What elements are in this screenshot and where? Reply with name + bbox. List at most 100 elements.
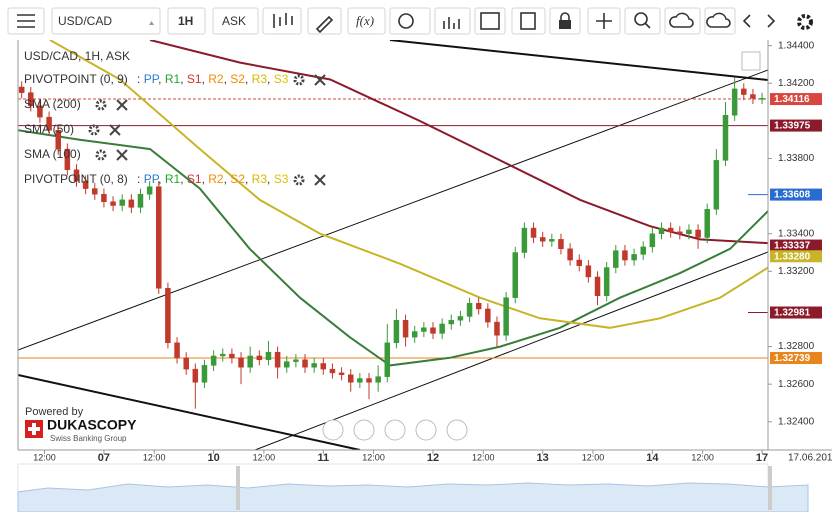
indicator-button[interactable] bbox=[347, 7, 386, 35]
legend-entry: SMA (200) bbox=[24, 97, 81, 111]
remove-icon[interactable] bbox=[314, 74, 326, 86]
sma-line bbox=[49, 40, 768, 329]
candle-body bbox=[46, 116, 52, 131]
candle-body bbox=[357, 378, 363, 383]
x-tick-label: 12:00 bbox=[33, 452, 56, 462]
candles-icon bbox=[273, 13, 293, 28]
fx: f(x) bbox=[356, 13, 374, 28]
pivot-sep: , bbox=[202, 172, 205, 186]
chart-type-button[interactable] bbox=[262, 7, 302, 35]
level-badge bbox=[770, 352, 822, 365]
candle-body bbox=[741, 88, 747, 95]
pivot-sep: , bbox=[180, 172, 183, 186]
candle-body bbox=[347, 374, 354, 383]
candle-body bbox=[713, 160, 720, 210]
navigator-area bbox=[17, 482, 809, 512]
pivot-name: PIVOTPOINT (0, 9) bbox=[24, 72, 128, 86]
rewind-button[interactable] bbox=[322, 419, 344, 441]
remove-icon[interactable] bbox=[116, 149, 128, 161]
settings-icon[interactable] bbox=[293, 174, 305, 186]
x-tick-label: 12:00 bbox=[691, 452, 714, 462]
side-button[interactable] bbox=[212, 7, 259, 35]
period-button[interactable] bbox=[167, 7, 206, 35]
x-tick-label: 07 bbox=[98, 452, 110, 464]
zoom-button[interactable] bbox=[624, 7, 661, 35]
candle-body bbox=[503, 297, 509, 336]
forward-button[interactable] bbox=[446, 419, 468, 441]
download-icon bbox=[706, 12, 731, 28]
x-tick-label: 12:00 bbox=[253, 452, 276, 462]
remove-icon[interactable] bbox=[109, 124, 121, 136]
prev-button[interactable] bbox=[742, 14, 751, 28]
legend: USD/CAD, 1H, ASK PIVOTPOINT (0, 9) : PP, … bbox=[24, 49, 326, 186]
remove-icon[interactable] bbox=[116, 99, 128, 111]
candle-body bbox=[750, 94, 756, 99]
settings-icon[interactable] bbox=[95, 99, 107, 111]
y-tick-label: 1.33200 bbox=[778, 266, 815, 277]
candle-body bbox=[320, 363, 327, 370]
x-tick-label: 11 bbox=[317, 452, 329, 464]
candle-body bbox=[375, 376, 381, 383]
candle-body bbox=[247, 355, 253, 368]
candle-body bbox=[421, 327, 427, 332]
playback bbox=[322, 419, 468, 441]
settings-icon[interactable] bbox=[293, 74, 305, 86]
candle-body bbox=[411, 331, 418, 338]
chart-title: USD/CAD, 1H, ASK bbox=[24, 49, 130, 63]
next-button[interactable] bbox=[767, 14, 776, 28]
navigator-handle[interactable] bbox=[236, 466, 240, 510]
x-tick-label: 12 bbox=[427, 452, 439, 464]
candle-body bbox=[366, 378, 372, 383]
popout-button[interactable] bbox=[741, 51, 761, 71]
navigator bbox=[17, 463, 809, 512]
candle-body bbox=[311, 363, 317, 368]
candle-body bbox=[695, 229, 701, 238]
candle-body bbox=[622, 250, 628, 261]
trend-lines bbox=[18, 40, 768, 450]
y-tick-label: 1.32400 bbox=[778, 416, 815, 427]
download-button[interactable] bbox=[704, 7, 736, 35]
candle-body bbox=[457, 316, 464, 321]
x-tick-label: 17 bbox=[756, 452, 768, 464]
settings-icon[interactable] bbox=[95, 149, 107, 161]
candle-body bbox=[759, 98, 765, 100]
logo-cross bbox=[28, 423, 40, 435]
zoom-in-button[interactable] bbox=[415, 419, 437, 441]
candle-body bbox=[667, 227, 674, 233]
y-tick-label: 1.32800 bbox=[778, 341, 815, 352]
candle-body bbox=[119, 199, 125, 206]
pivot-sep: , bbox=[267, 172, 270, 186]
pencil-icon bbox=[315, 15, 334, 34]
logo-tagline: Swiss Banking Group bbox=[50, 434, 127, 443]
info-button[interactable] bbox=[389, 7, 431, 35]
candle-body bbox=[658, 227, 665, 234]
x-tick-label: 10 bbox=[207, 452, 219, 464]
x-axis-labels: 12:00 07 12:00 10 12:00 11 12:00 12 12:00 13 12:00… bbox=[33, 450, 768, 464]
navigator-handle[interactable] bbox=[768, 466, 772, 510]
candle-body bbox=[92, 188, 98, 195]
candle-body bbox=[439, 323, 445, 334]
candle-body bbox=[220, 353, 226, 357]
report-button[interactable] bbox=[511, 7, 546, 35]
settings-icon[interactable] bbox=[88, 124, 100, 136]
candle-body bbox=[567, 248, 573, 261]
volume-button[interactable] bbox=[434, 7, 471, 35]
candle-body bbox=[256, 355, 263, 360]
pivot-parts: : PP, R1, S1, R2, S2, R3, S3 bbox=[137, 172, 289, 186]
pivot-part: R3 bbox=[252, 172, 268, 186]
candle-body bbox=[402, 319, 409, 338]
reset-button[interactable] bbox=[384, 419, 406, 441]
symbol-select[interactable] bbox=[51, 7, 161, 35]
x-tick-label: 12:00 bbox=[143, 452, 166, 462]
remove-icon[interactable] bbox=[314, 174, 326, 186]
candle-body bbox=[475, 303, 482, 310]
candle-body bbox=[722, 114, 729, 161]
candle-body bbox=[174, 342, 180, 359]
candle-body bbox=[640, 246, 646, 255]
pivot-part: S3 bbox=[274, 172, 289, 186]
calendar-button[interactable] bbox=[474, 7, 506, 35]
zoom-out-button[interactable] bbox=[353, 419, 375, 441]
settings-button[interactable] bbox=[797, 14, 813, 30]
